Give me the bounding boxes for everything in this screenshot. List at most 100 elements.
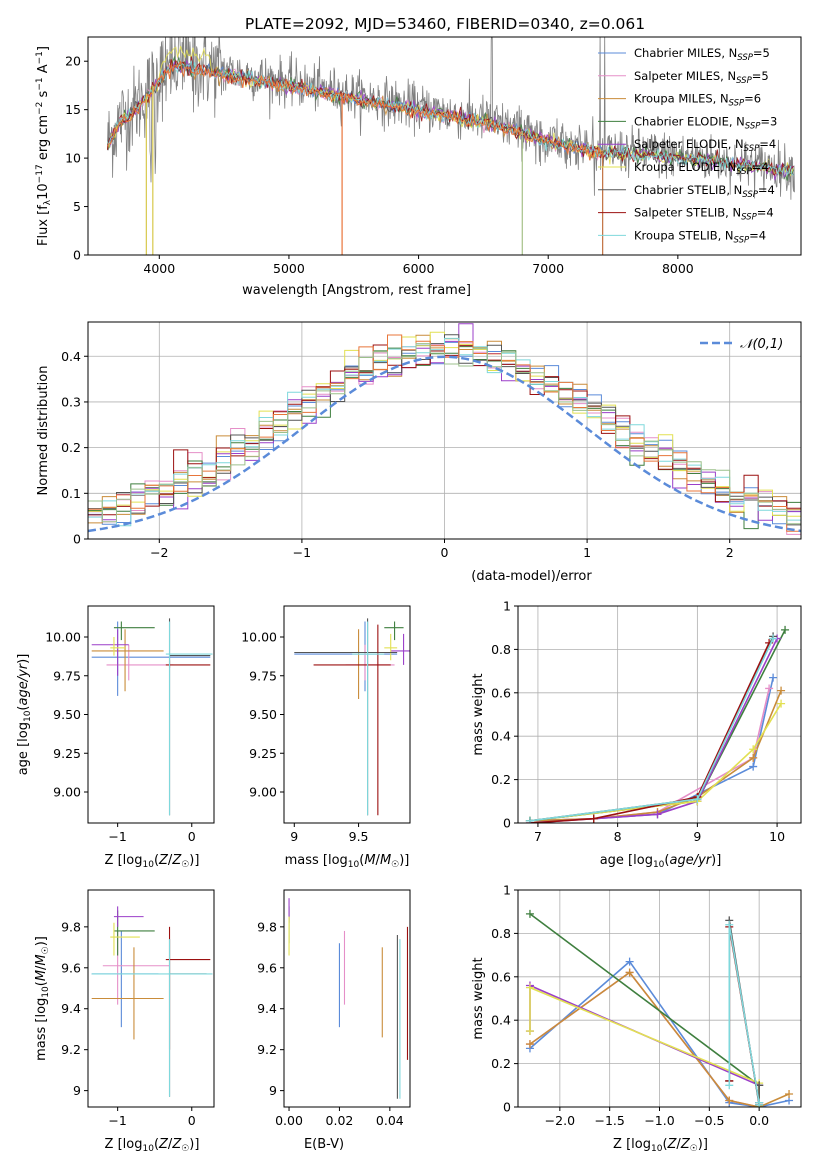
weight-marker [653, 810, 662, 819]
axes-frame: 0.00 0.02 0.04 9 9.2 9.4 9.6 9.8 E(B-V) [257, 889, 411, 1152]
age-vs-metallicity-panel: −1 0 9.00 9.25 9.50 9.75 10.00 Z [log10(Z/Z☉)] a… [16, 605, 215, 870]
plot-area [525, 909, 794, 1107]
mass-vs-metallicity-panel: −1 0 9 9.2 9.4 9.6 9.8 Z [log10(Z/Z☉)] mass [log… [34, 889, 215, 1154]
weight-marker [769, 673, 778, 682]
x-tick-label: −1.5 [594, 1113, 624, 1128]
legend-entry-0: Chabrier MILES, NSSP=5 [634, 46, 770, 63]
legend-entry-1: Salpeter MILES, NSSP=5 [634, 69, 769, 86]
x-tick-label: 8000 [662, 261, 694, 276]
weight-marker [625, 957, 634, 966]
y-tick-label: 5 [73, 199, 81, 214]
plot-area [91, 618, 213, 816]
weight-line-3 [529, 913, 760, 1107]
y-tick-label: 1 [503, 599, 511, 614]
axes-border [517, 605, 802, 824]
plot-area [91, 906, 213, 1097]
weight-marker [525, 1027, 534, 1036]
legend-entry-4: Salpeter ELODIE, NSSP=4 [634, 137, 776, 154]
axes-frame: 4000 5000 6000 7000 8000 0 5 10 15 20 wavelength [… [35, 36, 802, 298]
x-tick-label: 0 [188, 1113, 196, 1128]
y-tick-label: 10 [65, 151, 81, 166]
histogram-step-9 [88, 334, 801, 532]
x-tick-label: −1 [293, 545, 311, 560]
x-axis-label: E(B-V) [304, 1137, 344, 1152]
y-tick-label: 9.50 [249, 707, 277, 722]
fit-line-orange [106, 60, 605, 161]
y-tick-label: 0.4 [491, 729, 511, 744]
legend-entry-5: Kroupa ELODIE, NSSP=4 [634, 160, 769, 177]
axes-frame: −2 −1 0 1 2 0 0.1 0.2 0.3 0.4 (data-model)/error No… [36, 321, 802, 584]
x-tick-label: −1 [108, 829, 126, 844]
weight-line-3 [529, 629, 786, 822]
y-tick-label: 9.25 [249, 746, 277, 761]
mass-weight-vs-age-panel: 7 8 9 10 0 0.2 0.4 0.6 0.8 1 age [log10(age/yr)] ma… [471, 599, 802, 870]
y-tick-label: 0 [503, 1100, 511, 1115]
y-tick-label: 10.00 [241, 630, 277, 645]
y-tick-label: 20 [65, 54, 81, 69]
normal-curve [88, 355, 801, 533]
histogram-step-10 [88, 343, 801, 525]
x-axis-label: Z [log10(Z/Z☉)] [105, 1137, 200, 1154]
x-tick-label: 7000 [532, 261, 564, 276]
x-tick-label: −1 [108, 1113, 126, 1128]
x-axis-label: mass [log10(M/M☉)] [285, 853, 410, 870]
x-tick-label: −2 [150, 545, 168, 560]
weight-line-8 [529, 638, 774, 822]
axes-border [87, 889, 215, 1108]
axes-frame: 7 8 9 10 0 0.2 0.4 0.6 0.8 1 age [log10(age/yr)] ma… [471, 599, 802, 870]
y-tick-label: 9.6 [257, 960, 277, 975]
x-tick-label: 5000 [273, 261, 305, 276]
y-axis-label: mass [log10(M/M☉)] [34, 936, 51, 1061]
y-tick-label: 0.4 [491, 1013, 511, 1028]
x-tick-label: 4000 [143, 261, 175, 276]
y-tick-label: 15 [65, 102, 81, 117]
weight-marker [525, 1040, 534, 1049]
y-tick-label: 9.2 [257, 1042, 277, 1057]
y-tick-label: 0.3 [61, 394, 81, 409]
y-tick-label: 0 [73, 248, 81, 263]
x-tick-label: −0.5 [694, 1113, 724, 1128]
y-tick-label: 9.00 [53, 785, 81, 800]
x-tick-label: 8 [614, 829, 622, 844]
y-tick-label: 0.6 [491, 969, 511, 984]
y-tick-label: 10.00 [45, 630, 81, 645]
weight-marker [625, 968, 634, 977]
x-axis-label: wavelength [Angstrom, rest frame] [242, 283, 471, 298]
y-tick-label: 1 [503, 883, 511, 898]
legend-entry-7: Salpeter STELIB, NSSP=4 [634, 206, 774, 223]
weight-marker [725, 920, 734, 929]
x-tick-label: −1.0 [644, 1113, 674, 1128]
y-axis-label: Normed distribution [36, 366, 51, 496]
weight-line-5 [529, 703, 782, 822]
x-tick-label: 9 [693, 829, 701, 844]
y-tick-label: 9.6 [61, 960, 81, 975]
y-tick-label: 0 [73, 532, 81, 547]
x-tick-label: 0 [441, 545, 449, 560]
y-tick-label: 9.8 [61, 919, 81, 934]
y-tick-label: 0.2 [491, 772, 511, 787]
axes-border [87, 605, 215, 824]
weight-line-1 [529, 688, 770, 822]
spectrum-panel: 4000 5000 6000 7000 8000 0 5 10 15 20 wavelength [… [35, 36, 802, 298]
x-tick-label: 10 [769, 829, 785, 844]
axes-border [283, 889, 411, 1108]
legend-entry-3: Chabrier ELODIE, NSSP=3 [634, 114, 777, 131]
plot-area [106, 37, 795, 255]
x-tick-label: 6000 [403, 261, 435, 276]
weight-marker [725, 1081, 734, 1090]
x-axis-label: Z [log10(Z/Z☉)] [613, 1137, 708, 1154]
y-axis-label: mass weight [471, 957, 486, 1039]
weight-marker [725, 1096, 734, 1105]
y-axis-label: Flux [fλ10−17 erg cm−2 s−1 A−1] [35, 46, 53, 246]
mass-weight-vs-metallicity-panel: −2.0 −1.5 −1.0 −0.5 0.0 0 0.2 0.4 0.6 0.8 1 Z [log1… [471, 883, 802, 1154]
weight-marker [749, 762, 758, 771]
axes-frame: −1 0 9.00 9.25 9.50 9.75 10.00 Z [log10(Z/Z☉)] a… [16, 605, 215, 870]
axes-frame: −2.0 −1.5 −1.0 −0.5 0.0 0 0.2 0.4 0.6 0.8 1 Z [log1… [471, 883, 802, 1154]
x-tick-label: −2.0 [545, 1113, 575, 1128]
y-tick-label: 9.75 [53, 668, 81, 683]
weight-marker [525, 983, 534, 992]
x-tick-label: 0 [188, 829, 196, 844]
axes-frame: −1 0 9 9.2 9.4 9.6 9.8 Z [log10(Z/Z☉)] mass [log… [34, 889, 215, 1154]
x-axis-label: (data-model)/error [471, 569, 592, 584]
